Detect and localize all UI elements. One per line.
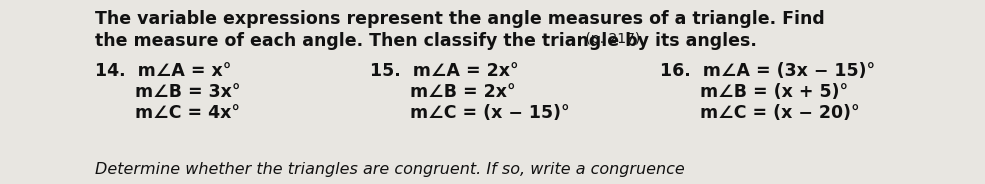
Text: 15.  m∠A = 2x°: 15. m∠A = 2x°	[370, 62, 519, 80]
Text: m∠B = (x + 5)°: m∠B = (x + 5)°	[700, 83, 848, 101]
Text: the measure of each angle. Then classify the triangle by its angles.: the measure of each angle. Then classify…	[95, 32, 756, 50]
Text: m∠C = (x − 20)°: m∠C = (x − 20)°	[700, 104, 860, 122]
Text: Determine whether the triangles are congruent. If so, write a congruence: Determine whether the triangles are cong…	[95, 162, 685, 177]
Text: m∠C = (x − 15)°: m∠C = (x − 15)°	[410, 104, 569, 122]
Text: m∠C = 4x°: m∠C = 4x°	[135, 104, 240, 122]
Text: (p. 217): (p. 217)	[581, 32, 640, 46]
Text: m∠B = 3x°: m∠B = 3x°	[135, 83, 240, 101]
Text: The variable expressions represent the angle measures of a triangle. Find: The variable expressions represent the a…	[95, 10, 824, 28]
Text: 14.  m∠A = x°: 14. m∠A = x°	[95, 62, 231, 80]
Text: 16.  m∠A = (3x − 15)°: 16. m∠A = (3x − 15)°	[660, 62, 875, 80]
Text: m∠B = 2x°: m∠B = 2x°	[410, 83, 515, 101]
